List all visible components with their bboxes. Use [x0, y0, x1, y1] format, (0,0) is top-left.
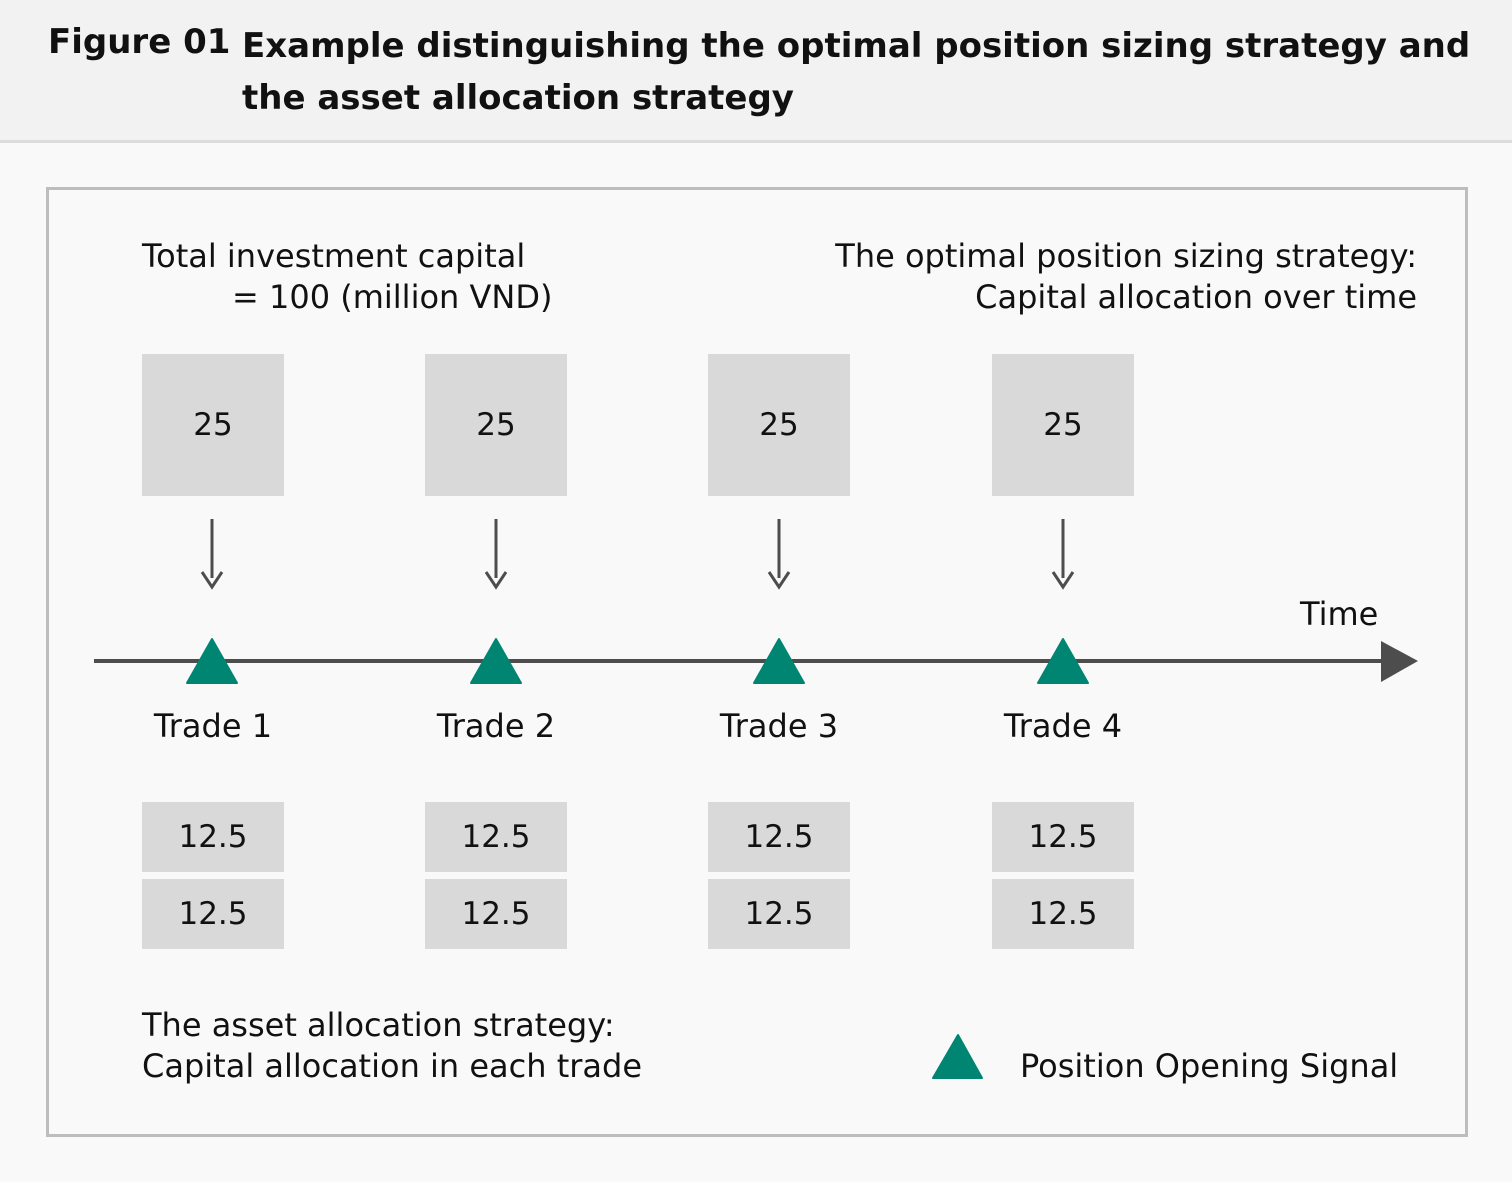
allocation-box: 25 — [142, 354, 284, 496]
split-box: 12.5 — [992, 802, 1134, 872]
trade-label: Trade 4 — [1003, 707, 1123, 745]
asset-strategy-line1: The asset allocation strategy: — [142, 1006, 615, 1044]
optimal-strategy-line2: Capital allocation over time — [975, 278, 1417, 316]
split-box: 12.5 — [708, 879, 850, 949]
optimal-strategy-note: The optimal position sizing strategy: Ca… — [835, 236, 1417, 318]
trade-label: Trade 1 — [153, 707, 273, 745]
allocation-box: 25 — [425, 354, 567, 496]
figure-header: Figure 01 Example distinguishing the opt… — [0, 0, 1512, 143]
signal-triangle-icon — [470, 638, 522, 684]
figure-number: Figure 01 — [48, 22, 231, 62]
down-arrow-icon — [1051, 519, 1075, 590]
split-box: 12.5 — [425, 879, 567, 949]
trade-label: Trade 2 — [436, 707, 556, 745]
down-arrow-icon — [767, 519, 791, 590]
asset-strategy-note: The asset allocation strategy: Capital a… — [142, 1005, 642, 1087]
legend-triangle-icon — [932, 1034, 983, 1079]
signal-triangle-icon — [186, 638, 238, 684]
split-box: 12.5 — [708, 802, 850, 872]
total-capital-line1: Total investment capital — [142, 237, 526, 275]
optimal-strategy-line1: The optimal position sizing strategy: — [835, 237, 1417, 275]
allocation-box: 25 — [708, 354, 850, 496]
allocation-box: 25 — [992, 354, 1134, 496]
legend-label: Position Opening Signal — [1020, 1047, 1399, 1085]
down-arrow-icon — [484, 519, 508, 590]
signal-triangle-icon — [1037, 638, 1089, 684]
split-box: 12.5 — [425, 802, 567, 872]
asset-strategy-line2: Capital allocation in each trade — [142, 1047, 643, 1085]
total-capital-note: Total investment capital = 100 (million … — [142, 236, 552, 318]
split-box: 12.5 — [992, 879, 1134, 949]
time-axis-label: Time — [1300, 595, 1379, 633]
total-capital-line2: = 100 (million VND) — [232, 278, 553, 316]
time-arrow-head-icon — [1381, 641, 1418, 682]
split-box: 12.5 — [142, 802, 284, 872]
figure-title: Example distinguishing the optimal posit… — [242, 26, 1471, 118]
split-box: 12.5 — [142, 879, 284, 949]
trade-label: Trade 3 — [719, 707, 839, 745]
signal-triangle-icon — [753, 638, 805, 684]
down-arrow-icon — [200, 519, 224, 590]
